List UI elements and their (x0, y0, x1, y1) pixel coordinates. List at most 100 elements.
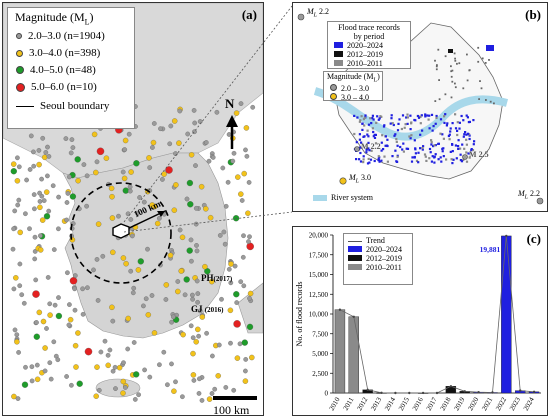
flood-mark (358, 158, 361, 161)
quake-dot (121, 360, 126, 366)
flood-mark (374, 133, 377, 136)
trend-point (394, 391, 397, 395)
panel-c-chart: 0 2,500 5,000 7,500 10,000 12,500 15,000 17,500… (292, 226, 548, 416)
flood-mark (371, 114, 374, 117)
quake-dot (109, 304, 115, 311)
quake-dot (173, 151, 178, 156)
flood-mark (445, 158, 448, 161)
quake-dot (95, 221, 102, 227)
quake-dot (121, 175, 128, 182)
quake-dot (130, 290, 136, 296)
flood-mark (468, 69, 471, 71)
quake-dot (157, 362, 162, 368)
flood-mark (455, 157, 458, 160)
flood-mark (373, 159, 376, 163)
quake-dot (110, 368, 116, 374)
flood-mark (366, 129, 369, 132)
quake-dot (225, 179, 231, 185)
flood-mark (438, 79, 440, 81)
flood-mark (457, 145, 460, 148)
quake-dot (163, 282, 170, 288)
quake-dot (241, 339, 248, 346)
trend-point (477, 391, 480, 394)
flood-mark (406, 113, 409, 116)
quake-dot (109, 193, 115, 200)
quake-dot (123, 385, 128, 390)
flood-mark (394, 133, 397, 136)
flood-mark (365, 148, 368, 151)
quake-dot (33, 333, 40, 340)
quake-dot (113, 386, 118, 391)
quake-dot (191, 378, 197, 383)
quake-dot (233, 110, 240, 116)
quake-dot (163, 297, 169, 302)
flood-mark (362, 118, 365, 121)
flood-mark (444, 93, 447, 96)
flood-mark (458, 62, 461, 65)
trend-point (505, 234, 508, 238)
flood-mark (381, 134, 384, 137)
quake-dot (39, 176, 44, 182)
quake-dot (141, 303, 146, 309)
flood-mark (438, 98, 441, 101)
flood-mark (449, 130, 452, 133)
quake-dot (179, 234, 186, 241)
flood-mark (451, 69, 454, 72)
quake-dot (204, 330, 209, 336)
flood-mark (401, 148, 404, 151)
flood-mark (450, 65, 452, 68)
flood-mark (459, 153, 462, 156)
flood-mark (371, 127, 374, 130)
quake-dot (190, 335, 196, 341)
flood-mark (431, 129, 434, 132)
eq-marker-center-left (354, 146, 360, 152)
quake-dot (188, 237, 194, 243)
quake-dot (17, 229, 23, 236)
flood-mark (362, 155, 365, 158)
quake-dot (190, 296, 195, 302)
quake-dot (37, 190, 42, 196)
flood-mark (451, 143, 454, 146)
quake-dot (13, 275, 19, 281)
quake-dot (128, 217, 134, 222)
flood-mark (430, 113, 434, 116)
quake-dot (233, 320, 241, 328)
flood-mark (409, 114, 412, 117)
flood-mark (430, 141, 433, 144)
quake-dot (40, 135, 46, 141)
flood-mark (466, 53, 468, 56)
flood-mark (437, 142, 440, 145)
quake-dot (16, 197, 22, 203)
x-tick-label: 2023 (508, 396, 522, 413)
flood-mark (361, 128, 364, 131)
legend-item-mag-2-3: 2.0–3.0 (n=1904) (16, 30, 105, 42)
quake-dot (167, 252, 174, 259)
quake-dot (193, 205, 199, 211)
flood-mark (392, 123, 395, 127)
quake-dot (187, 201, 194, 208)
quake-dot (72, 307, 78, 313)
flood-mark (380, 141, 383, 144)
flood-mark (372, 130, 375, 134)
flood-mark (367, 123, 371, 126)
quake-dot (47, 360, 53, 366)
quake-dot (31, 192, 37, 197)
flood-mark (430, 139, 433, 142)
quake-dot (228, 280, 234, 286)
quake-dot (206, 158, 212, 164)
quake-dot (33, 277, 39, 283)
trend-point (519, 389, 522, 392)
x-tick-label: 2018 (439, 396, 453, 413)
quake-dot (197, 308, 203, 314)
quake-dot (39, 217, 46, 223)
quake-dot (29, 378, 35, 384)
flood-mark (439, 156, 442, 159)
quake-dot (110, 249, 116, 256)
flood-mark (458, 127, 461, 130)
x-tick-label: 2020 (466, 396, 480, 413)
flood-mark (465, 138, 468, 141)
flood-mark (454, 144, 457, 147)
y-tick-label: 17,500 (309, 251, 329, 259)
flood-mark (479, 80, 481, 82)
quake-dot (11, 393, 17, 400)
